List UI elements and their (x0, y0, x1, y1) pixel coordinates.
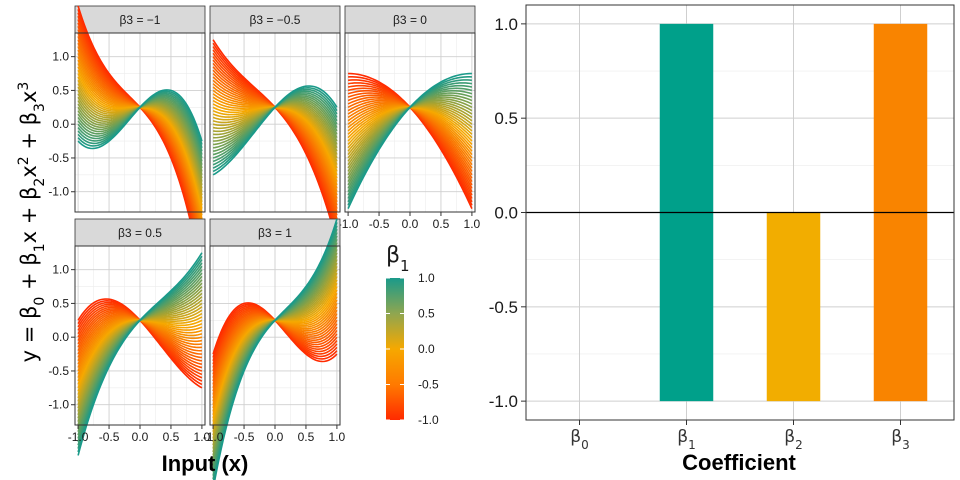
bar-chart: 1.0 0.5 0.0 -0.5 -1.0 β0 β1 β2 β3 (489, 4, 955, 452)
x-tick-label: -1.0 (338, 217, 359, 231)
x-tick-label: 0.5 (433, 217, 450, 231)
y-tick-label: 1.0 (494, 15, 518, 34)
curve-line (214, 218, 338, 480)
x-tick-label: 1.0 (329, 430, 346, 444)
facet-strip (209, 218, 341, 247)
x-tick-label: -0.5 (369, 217, 390, 231)
curve-line (77, 89, 203, 150)
x-tick-label: 0.0 (132, 430, 149, 444)
facet-strip-label: β3 = 1 (258, 226, 292, 240)
x-tick-label: 1.0 (464, 217, 481, 231)
y-tick-label: -1.0 (489, 392, 518, 411)
y-tick-label: 1.0 (52, 263, 69, 277)
facet-strip-label: β3 = −0.5 (250, 13, 301, 27)
x-axis-title-left: Input (x) (162, 451, 249, 476)
y-tick-label: -1.0 (48, 398, 69, 412)
x-tick-label: -0.5 (234, 430, 255, 444)
legend-colorbar (386, 278, 404, 420)
y-tick-label: -1.0 (48, 185, 69, 199)
x-tick-label: 0.5 (298, 430, 315, 444)
legend-title: β1 (386, 243, 410, 275)
facet-panel: β3 = 0 -1.0 -0.5 0.0 0.5 1.0 (338, 5, 481, 231)
y-tick-label: 1.0 (52, 50, 69, 64)
x-tick-label: β2 (784, 427, 803, 452)
svg-text:y = β0 + β1x + β2x2 + β3x3: y = β0 + β1x + β2x2 + β3x3 (16, 82, 48, 363)
legend-tick-label: 1.0 (418, 271, 435, 285)
facet-border (209, 32, 341, 213)
facet-border (74, 32, 206, 213)
y-axis-title: y = β0 + β1x + β2x2 + β3x3 (16, 82, 48, 363)
y-tick-label: 0.0 (494, 204, 518, 223)
x-tick-label: -1.0 (68, 430, 89, 444)
y-tick-label: 0.5 (52, 83, 69, 97)
facet-panel: β3 = 0.5 1.0 0.5 0.0 -0.5 -1.0 -1.0 -0.5 0.0 0.5 1… (48, 218, 211, 456)
x-tick-label: 1.0 (194, 430, 211, 444)
curve-line (347, 72, 472, 209)
legend-tick-label: 0.0 (418, 342, 435, 356)
y-tick-label: 0.5 (52, 296, 69, 310)
legend-tick-label: -0.5 (418, 378, 439, 392)
facet-panel: β3 = −0.5 (209, 5, 341, 243)
facet-strip (74, 5, 206, 34)
facet-strip-label: β3 = 0 (393, 13, 427, 27)
x-tick-label: β0 (570, 427, 589, 452)
facet-strip (209, 5, 341, 34)
facet-panel: β3 = −1 1.0 0.5 0.0 -0.5 -1.0 (48, 5, 206, 277)
bar (766, 212, 821, 402)
y-tick-label: 0.0 (52, 330, 69, 344)
x-tick-label: 0.0 (267, 430, 284, 444)
facet-strip-label: β3 = 0.5 (118, 226, 162, 240)
x-tick-label: -0.5 (99, 430, 120, 444)
facet-panel: β3 = 1 -1.0 -0.5 0.0 0.5 1.0 (203, 218, 346, 480)
legend-tick-label: -1.0 (418, 413, 439, 427)
y-tick-label: 0.0 (52, 117, 69, 131)
facet-panels: β3 = −1 1.0 0.5 0.0 -0.5 -1.0 β3 = −0.5 β3 = 0 -… (48, 5, 481, 480)
y-tick-label: -0.5 (489, 298, 518, 317)
y-tick-label: -0.5 (48, 151, 69, 165)
legend-tick-label: 0.5 (418, 307, 435, 321)
colorbar-legend: β1 1.0 0.5 0.0 -0.5 -1.0 (386, 243, 439, 427)
y-tick-label: -0.5 (48, 364, 69, 378)
facet-strip-label: β3 = −1 (120, 13, 161, 27)
y-tick-label: 0.5 (494, 109, 518, 128)
x-axis-title-right: Coefficient (682, 450, 796, 475)
x-tick-label: 0.0 (402, 217, 419, 231)
x-tick-label: -1.0 (203, 430, 224, 444)
x-tick-label: β3 (891, 427, 910, 452)
curve-line (77, 252, 203, 456)
x-tick-label: 0.5 (163, 430, 180, 444)
curve-line (212, 85, 338, 176)
facet-strip (344, 5, 476, 34)
x-tick-label: β1 (677, 427, 696, 452)
